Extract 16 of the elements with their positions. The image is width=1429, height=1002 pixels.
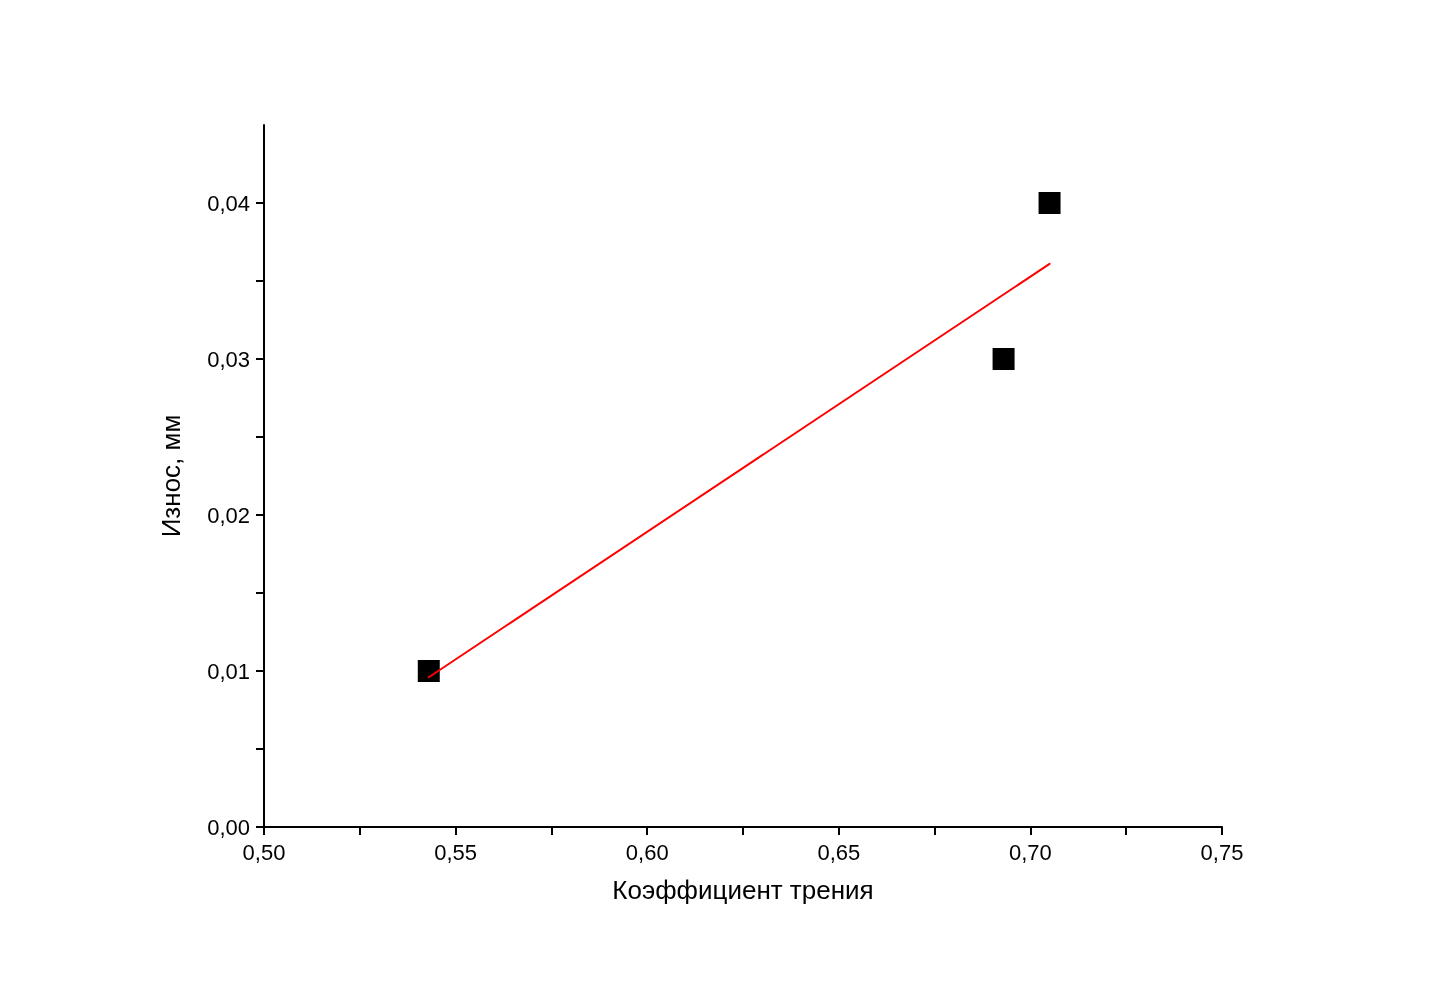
x-tick-label: 0,60 bbox=[625, 839, 669, 865]
x-tick-label: 0,70 bbox=[1008, 839, 1052, 865]
point bbox=[417, 660, 440, 682]
x-axis-title: Коэффициент трения bbox=[612, 875, 874, 905]
x-tick-label: 0,50 bbox=[242, 839, 286, 865]
y-tick-label: 0,03 bbox=[207, 346, 250, 372]
x-tick-label: 0,55 bbox=[434, 839, 478, 865]
point bbox=[992, 348, 1015, 370]
point bbox=[1038, 192, 1061, 214]
y-tick-label: 0,01 bbox=[207, 658, 250, 684]
x-tick-label: 0,65 bbox=[817, 839, 861, 865]
y-tick-label: 0,04 bbox=[207, 190, 250, 216]
x-tick-label: 0,75 bbox=[1200, 839, 1244, 865]
y-tick-label: 0,02 bbox=[207, 502, 250, 528]
y-tick-label: 0,00 bbox=[207, 814, 250, 840]
y-axis-title: Износ, мм bbox=[156, 414, 186, 538]
